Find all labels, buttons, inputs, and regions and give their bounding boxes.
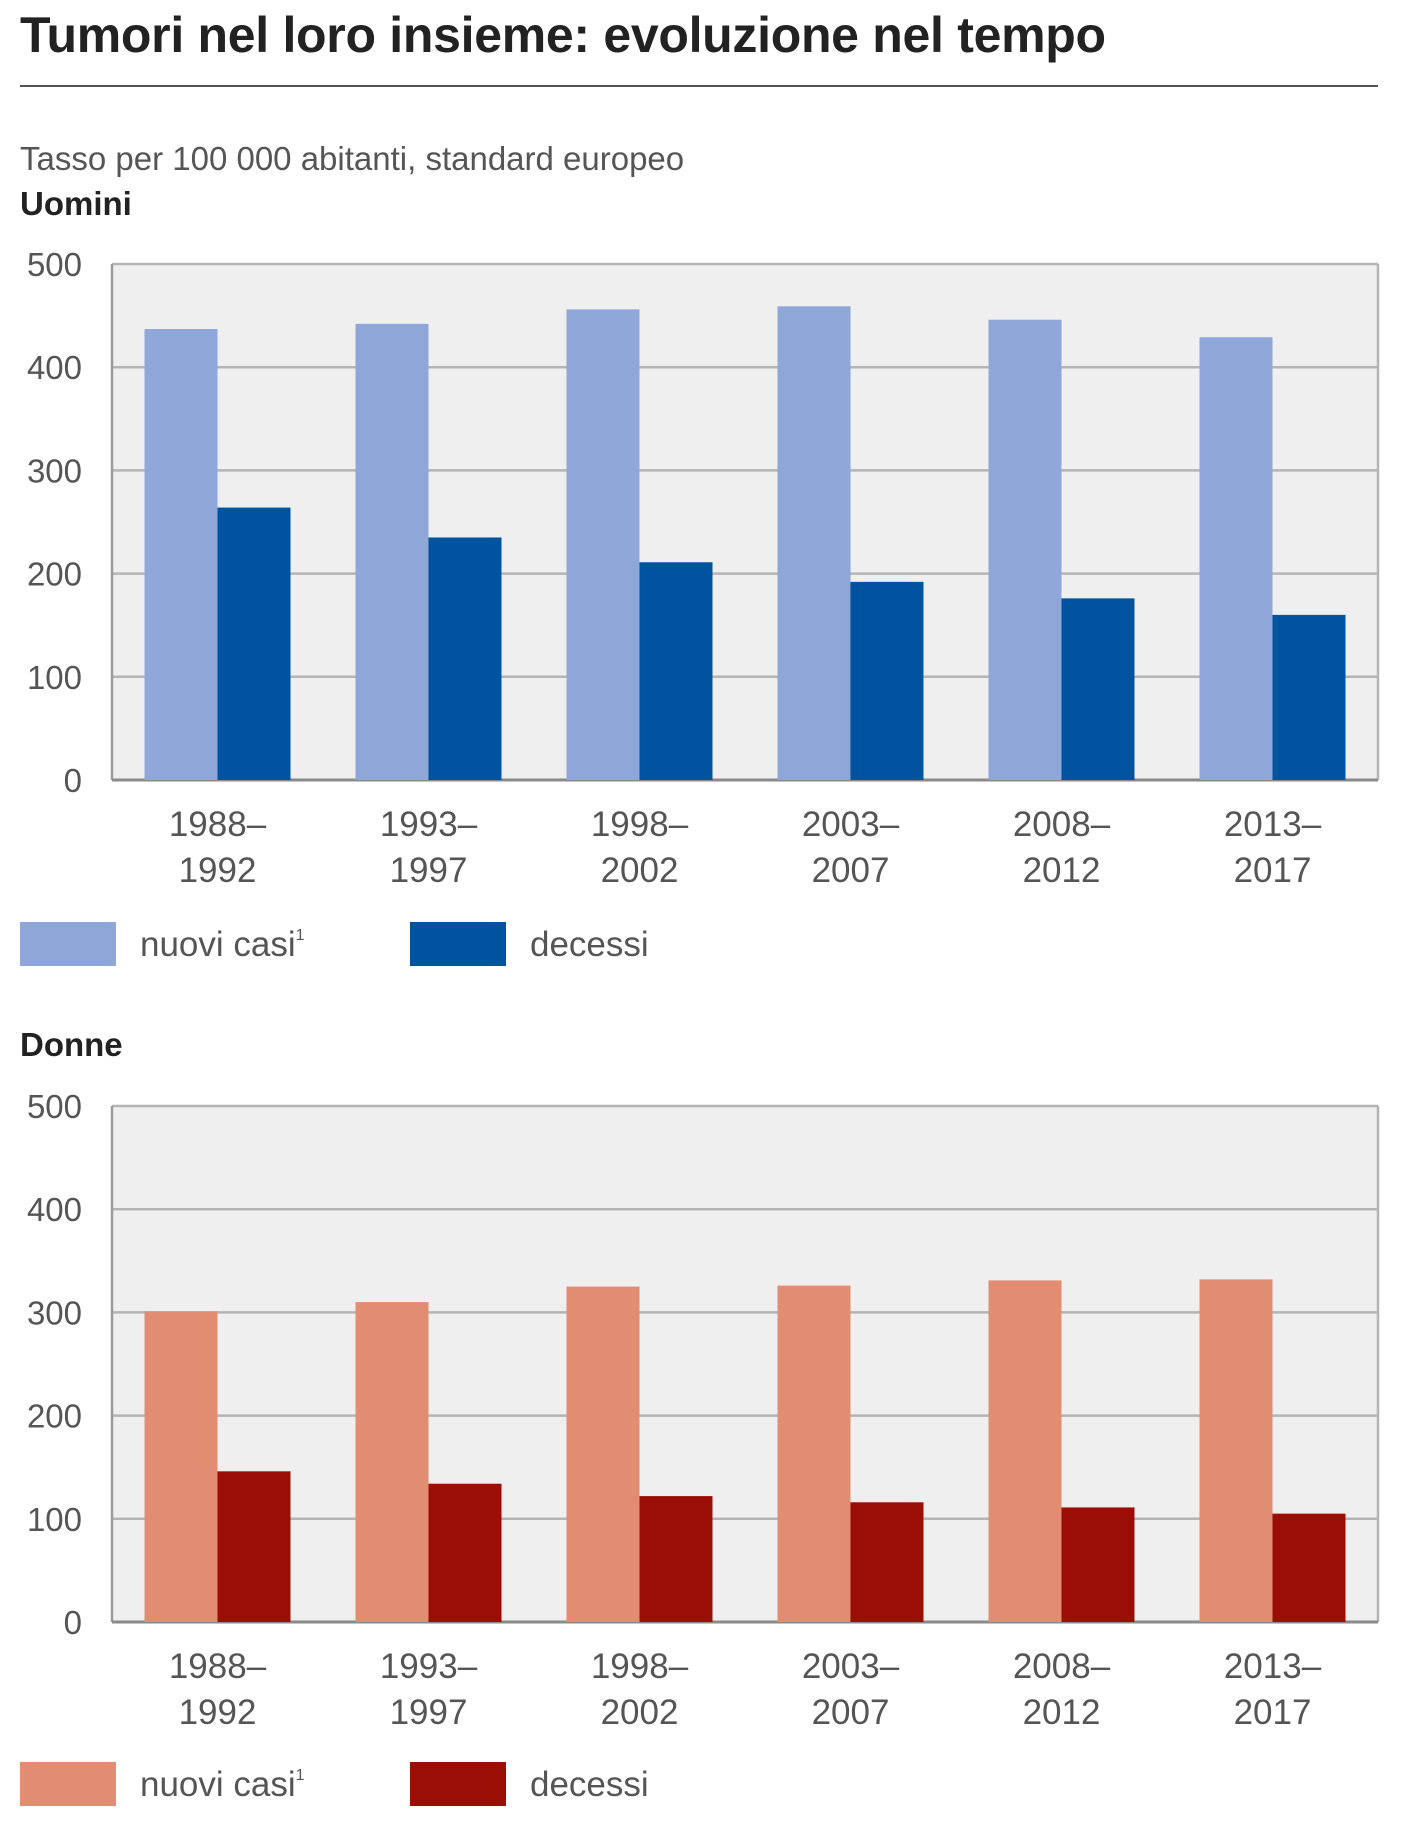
y-tick-label: 300	[27, 452, 82, 489]
bar-nuovi-casi-4	[777, 306, 851, 780]
bar-nuovi-casi-3	[566, 1286, 640, 1622]
legend-donne: nuovi casi1 decessi	[20, 1762, 1120, 1806]
x-tick-label: 2013– 2017	[1224, 805, 1322, 890]
plot-background	[112, 1106, 1378, 1622]
bar-nuovi-casi-5	[988, 1280, 1062, 1622]
bar-nuovi-casi-2	[355, 323, 429, 780]
bar-nuovi-casi-5	[988, 319, 1062, 780]
legend-label-decessi: decessi	[530, 1765, 649, 1804]
y-tick-label: 200	[27, 1398, 82, 1435]
bar-nuovi-casi-2	[355, 1302, 429, 1622]
y-tick-label: 500	[27, 246, 82, 283]
bar-decessi-4	[850, 581, 924, 780]
bar-decessi-4	[850, 1502, 924, 1622]
legend-label-nuovi-casi: nuovi casi	[140, 925, 296, 964]
panel-label-uomini: Uomini	[20, 185, 132, 222]
x-tick-label: 1988– 1992	[169, 1647, 267, 1732]
chart-donne: 0 100 200 300 400 500 1988– 1992 1993– 1997 1998– 2…	[27, 1088, 1380, 1732]
y-tick-label: 0	[64, 762, 82, 799]
bar-nuovi-casi-1	[144, 1311, 218, 1622]
bar-nuovi-casi-3	[566, 309, 640, 780]
x-tick-label: 2003– 2007	[802, 805, 900, 890]
bar-decessi-2	[428, 1483, 502, 1622]
page-title: Tumori nel loro insieme: evoluzione nel …	[20, 7, 1106, 63]
bar-decessi-5	[1061, 598, 1135, 780]
bar-decessi-3	[639, 1496, 713, 1622]
x-tick-label: 2008– 2012	[1013, 1647, 1111, 1732]
y-tick-label: 300	[27, 1294, 82, 1331]
y-tick-label: 200	[27, 556, 82, 593]
legend-swatch-nuovi-casi	[20, 1762, 116, 1806]
x-tick-label: 1993– 1997	[380, 1647, 478, 1732]
legend-uomini: nuovi casi1 decessi	[20, 922, 1120, 966]
legend-label-decessi: decessi	[530, 925, 649, 964]
legend-swatch-decessi	[410, 1762, 506, 1806]
bar-decessi-1	[217, 1471, 291, 1622]
x-tick-label: 1988– 1992	[169, 805, 267, 890]
y-tick-label: 100	[27, 659, 82, 696]
bar-decessi-6	[1272, 614, 1346, 780]
y-tick-label: 0	[64, 1604, 82, 1641]
bar-decessi-5	[1061, 1507, 1135, 1622]
bar-decessi-2	[428, 537, 502, 780]
x-tick-label: 1998– 2002	[591, 805, 689, 890]
x-tick-label: 1998– 2002	[591, 1647, 689, 1732]
bar-decessi-1	[217, 507, 291, 780]
bar-decessi-3	[639, 562, 713, 780]
x-tick-label: 1993– 1997	[380, 805, 478, 890]
y-tick-label: 400	[27, 1191, 82, 1228]
bar-nuovi-casi-4	[777, 1285, 851, 1622]
legend-label-nuovi-casi: nuovi casi	[140, 1765, 296, 1804]
footnote-marker: 1	[295, 927, 305, 944]
plot-background	[112, 264, 1378, 780]
bar-nuovi-casi-6	[1199, 1279, 1273, 1622]
y-tick-label: 100	[27, 1501, 82, 1538]
bar-decessi-6	[1272, 1513, 1346, 1622]
chart-subtitle: Tasso per 100 000 abitanti, standard eur…	[20, 140, 685, 177]
x-tick-label: 2013– 2017	[1224, 1647, 1322, 1732]
x-tick-label: 2003– 2007	[802, 1647, 900, 1732]
panel-label-donne: Donne	[20, 1026, 123, 1063]
y-tick-label: 400	[27, 349, 82, 386]
x-tick-label: 2008– 2012	[1013, 805, 1111, 890]
chart-uomini: 0 100 200 300 400 500 1988– 1992 1993– 1997 1998– 2…	[27, 246, 1380, 890]
y-tick-label: 500	[27, 1088, 82, 1125]
title-rule	[20, 85, 1378, 87]
bar-nuovi-casi-6	[1199, 337, 1273, 780]
legend-swatch-decessi	[410, 922, 506, 966]
legend-swatch-nuovi-casi	[20, 922, 116, 966]
bar-nuovi-casi-1	[144, 329, 218, 780]
footnote-marker: 1	[295, 1767, 305, 1784]
